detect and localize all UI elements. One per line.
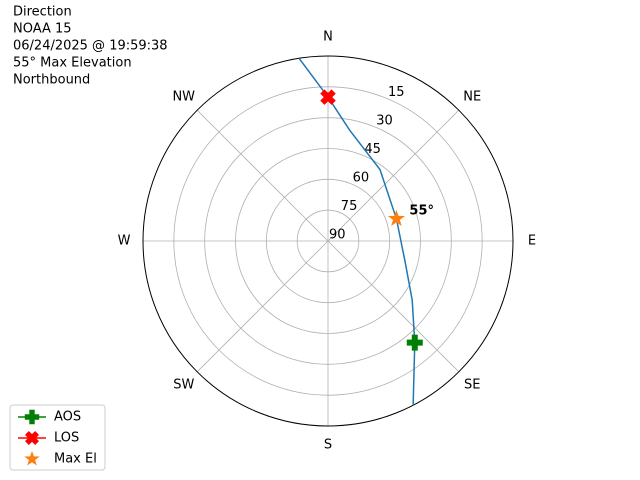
r-tick-label: 45 <box>364 142 381 157</box>
angle-label: SE <box>464 378 480 393</box>
r-tick-label: 15 <box>388 85 405 100</box>
title-line: 55° Max Elevation <box>13 56 132 71</box>
r-tick-label: 75 <box>341 199 358 214</box>
marker <box>24 409 40 425</box>
angle-label: W <box>118 234 131 249</box>
ring <box>296 209 360 273</box>
ring <box>235 148 421 334</box>
legend-label: Max El <box>54 452 97 467</box>
angle-label: S <box>324 438 332 453</box>
r-tick-label: 30 <box>376 114 393 129</box>
marker <box>24 450 40 466</box>
legend-label: LOS <box>54 431 79 446</box>
r-tick-label: 90 <box>329 228 346 243</box>
r-tick-label: 60 <box>353 171 370 186</box>
ring <box>265 178 391 304</box>
title-line: NOAA 15 <box>13 22 72 37</box>
angle-label: N <box>323 30 333 45</box>
marker <box>387 209 405 227</box>
angle-label: NW <box>172 89 195 104</box>
frame <box>142 55 514 427</box>
marker <box>406 334 423 351</box>
ring <box>173 86 483 396</box>
track-line <box>298 57 416 406</box>
title-line: Northbound <box>13 73 90 88</box>
title-line: 06/24/2025 @ 19:59:38 <box>13 39 168 54</box>
legend-label: AOS <box>54 410 81 425</box>
marker <box>24 430 40 446</box>
angle-label: NE <box>463 89 481 104</box>
title-line: Direction <box>13 5 72 20</box>
angle-label: SW <box>173 378 194 393</box>
ring <box>204 117 452 365</box>
marker <box>320 89 336 105</box>
value-label: 55° <box>409 203 434 218</box>
angle-label: E <box>528 234 536 249</box>
